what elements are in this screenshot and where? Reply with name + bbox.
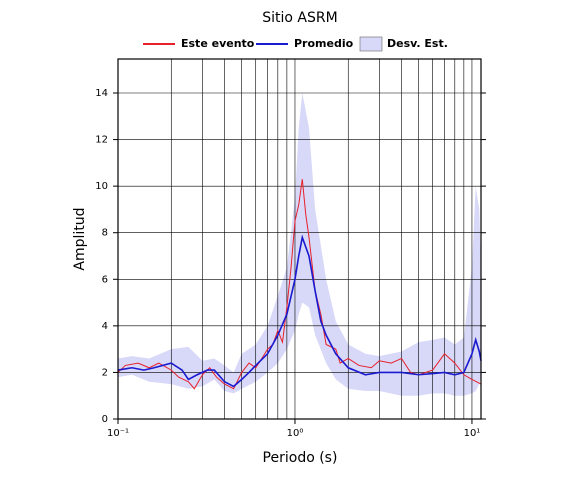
x-axis-label: Periodo (s) xyxy=(263,450,338,466)
x-tick-label: 10⁻¹ xyxy=(107,428,129,439)
x-tick-label: 10⁰ xyxy=(287,428,304,439)
y-tick-label: 4 xyxy=(102,321,108,332)
chart-title: Sitio ASRM xyxy=(262,10,337,26)
y-tick-label: 10 xyxy=(95,181,108,192)
y-tick-label: 0 xyxy=(102,414,108,425)
legend-label: Desv. Est. xyxy=(387,37,448,50)
plot-frame xyxy=(117,58,482,420)
series-line xyxy=(117,179,482,390)
y-tick-label: 12 xyxy=(95,135,108,146)
y-axis-label: Amplitud xyxy=(72,207,88,270)
y-tick-label: 6 xyxy=(102,274,108,285)
y-tick-label: 8 xyxy=(102,228,108,239)
y-tick-label: 2 xyxy=(102,367,108,378)
std-band xyxy=(118,92,481,396)
y-tick-label: 14 xyxy=(95,88,108,99)
legend-label: Este evento xyxy=(181,37,255,50)
x-tick-label: 10¹ xyxy=(464,428,481,439)
legend-swatch xyxy=(359,36,383,52)
series-line xyxy=(117,234,482,388)
legend-label: Promedio xyxy=(294,37,354,50)
